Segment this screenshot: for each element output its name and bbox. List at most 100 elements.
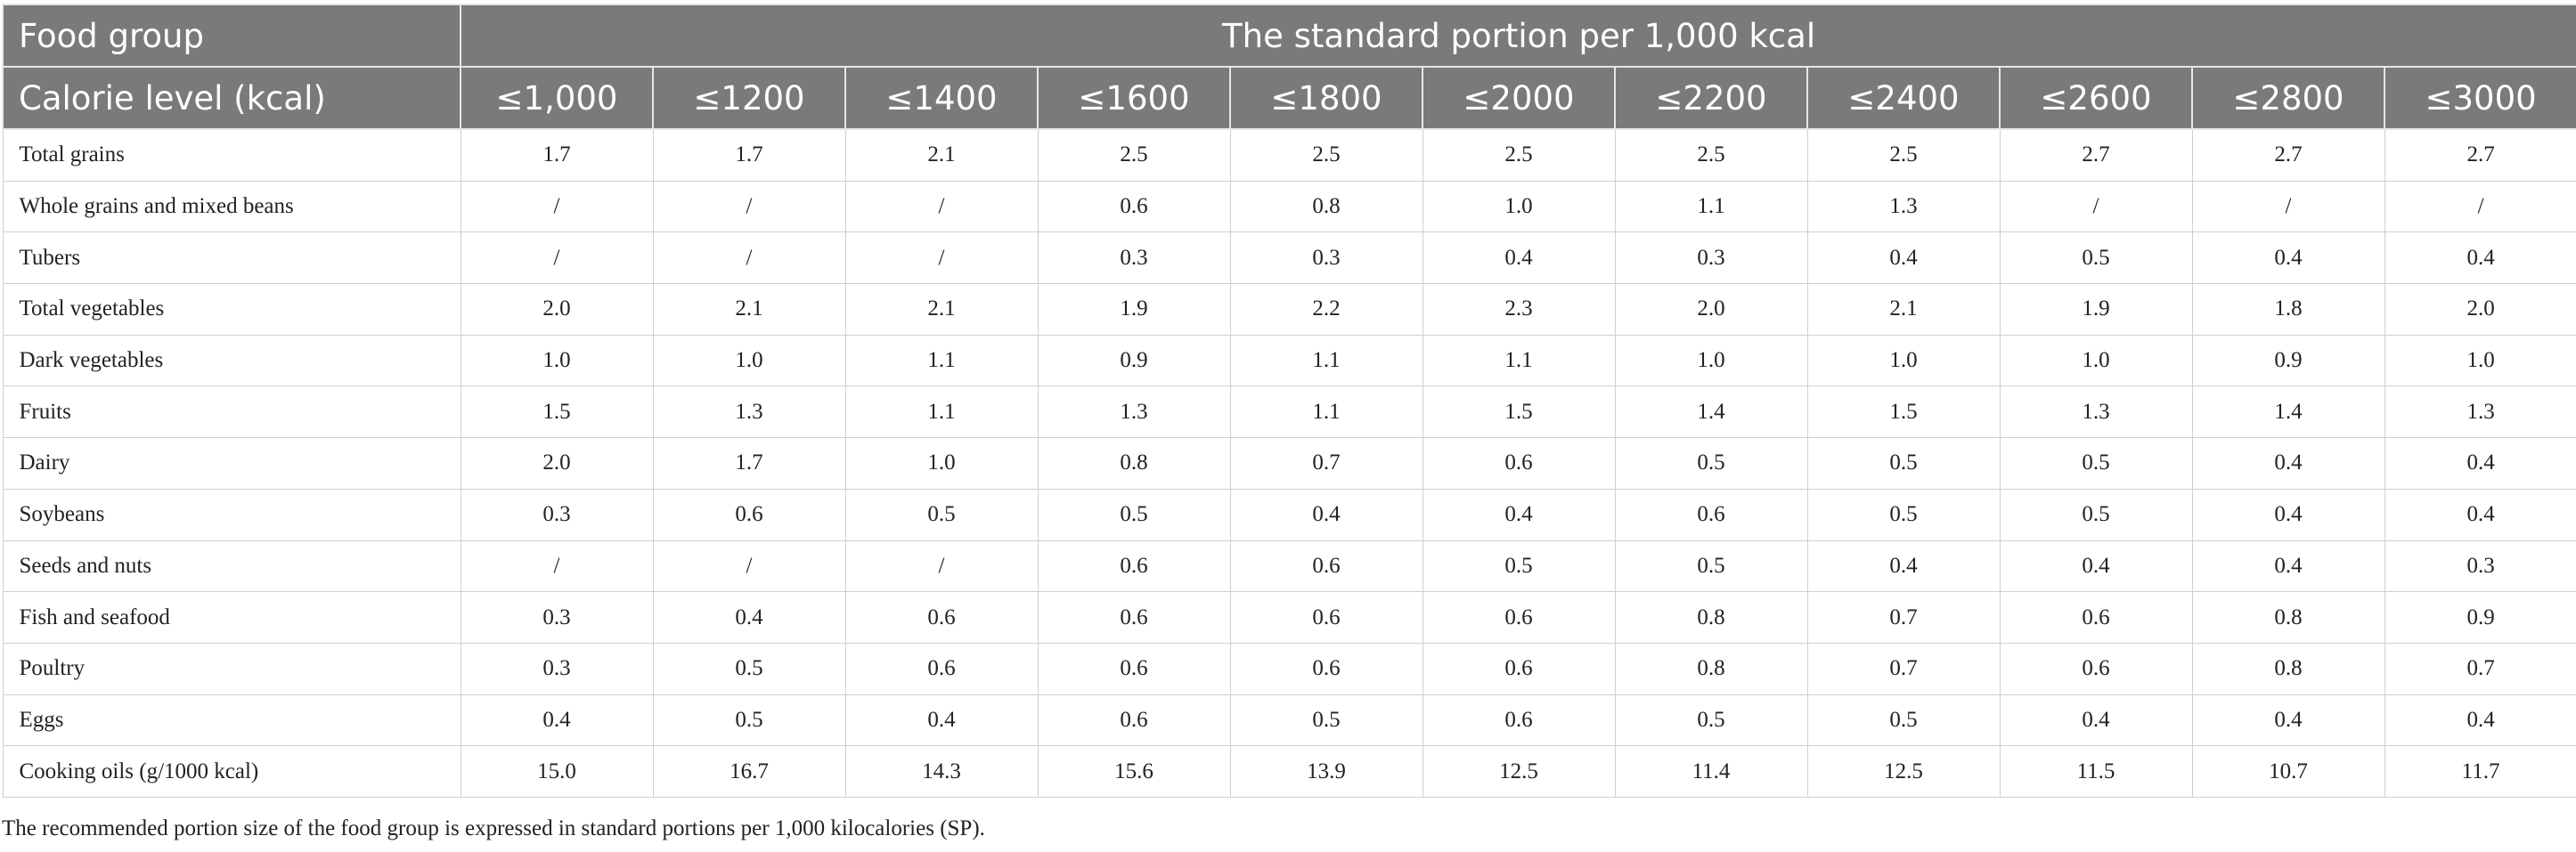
table-cell: 0.4 (1999, 694, 2193, 747)
calorie-level-8: ≤2600 (1999, 66, 2193, 130)
table-cell: 0.3 (1614, 231, 1808, 285)
table-cell: 0.5 (1999, 488, 2193, 541)
table-row: Dark vegetables 1.0 1.0 1.1 0.9 1.1 1.1 1.0 1.0 1… (2, 334, 2576, 387)
table-cell: 2.5 (1037, 128, 1231, 182)
table-cell: / (844, 180, 1039, 233)
table-row: Tubers / //0.3 0.3 0.4 0.3 0.4 0.5 0.4 0.4 (2, 231, 2576, 285)
table-cell: 0.5 (1614, 540, 1808, 593)
row-label: Fish and seafood (2, 591, 461, 644)
table-cell: 0.9 (2191, 334, 2385, 387)
header-row-1: Food group The standard portion per 1,00… (2, 4, 2576, 68)
row-label: Poultry (2, 642, 461, 695)
table-cell: 0.5 (844, 488, 1039, 541)
calorie-level-header: Calorie level (kcal) (2, 66, 461, 130)
table-cell: 1.9 (1999, 283, 2193, 336)
table-cell: 0.6 (1999, 642, 2193, 695)
table-cell: 0.4 (844, 694, 1039, 747)
calorie-level-2: ≤1400 (844, 66, 1039, 130)
table-cell: 1.3 (2384, 385, 2576, 439)
table-cell: 1.3 (1999, 385, 2193, 439)
table-cell: 12.5 (1422, 745, 1616, 798)
table-cell: 11.7 (2384, 745, 2576, 798)
table-cell: 15.6 (1037, 745, 1231, 798)
table-cell: 0.5 (1614, 694, 1808, 747)
table-cell: 0.9 (1037, 334, 1231, 387)
table-cell: 2.0 (460, 437, 654, 490)
table-cell: 0.4 (2384, 694, 2576, 747)
table-cell: / (2384, 180, 2576, 233)
food-group-header: Food group (2, 4, 461, 68)
table-cell: 10.7 (2191, 745, 2385, 798)
table-row: Soybeans 0.3 0.6 0.5 0.5 0.4 0.4 0.6 0.5 0.5 0.4 0.… (2, 488, 2576, 541)
calorie-level-9: ≤2800 (2191, 66, 2385, 130)
table-cell: 11.4 (1614, 745, 1808, 798)
table-footnote: The recommended portion size of the food… (2, 816, 985, 840)
table-cell: 1.3 (1037, 385, 1231, 439)
table-cell: 2.5 (1614, 128, 1808, 182)
calorie-level-6: ≤2200 (1614, 66, 1808, 130)
table-cell: 0.3 (2384, 540, 2576, 593)
table-cell: 0.6 (1229, 591, 1423, 644)
header-row-2: Calorie level (kcal) ≤1,000 ≤1200 ≤1400 ≤16… (2, 66, 2576, 130)
table-cell: 0.6 (1037, 180, 1231, 233)
table-cell: / (844, 231, 1039, 285)
row-label: Dairy (2, 437, 461, 490)
table-cell: 1.0 (460, 334, 654, 387)
table-cell: 1.3 (1806, 180, 2001, 233)
table-cell: / (460, 180, 654, 233)
table-cell: 0.5 (1614, 437, 1808, 490)
table-cell: 15.0 (460, 745, 654, 798)
table-cell: 0.4 (1422, 488, 1616, 541)
table-cell: 0.6 (1037, 642, 1231, 695)
table-row: Fruits 1.5 1.3 1.1 1.3 1.1 1.5 1.4 1.5 1.3 1.4 1.3 (2, 385, 2576, 439)
row-label: Total vegetables (2, 283, 461, 336)
table-cell: 1.1 (1229, 334, 1423, 387)
table-row: Cooking oils (g/1000 kcal) 15.0 16.7 14.3 15… (2, 745, 2576, 798)
table-cell: 0.4 (460, 694, 654, 747)
standard-portion-header: The standard portion per 1,000 kcal (459, 4, 2576, 68)
table-cell: / (652, 540, 846, 593)
table-cell: 0.5 (1999, 437, 2193, 490)
table-cell: 1.4 (1614, 385, 1808, 439)
table-cell: 1.7 (652, 128, 846, 182)
table-cell: 0.6 (1037, 540, 1231, 593)
table-cell: 0.8 (1614, 642, 1808, 695)
table-cell: 0.6 (1037, 591, 1231, 644)
calorie-level-1: ≤1200 (652, 66, 846, 130)
table-cell: 0.3 (460, 642, 654, 695)
table-cell: 0.8 (1614, 591, 1808, 644)
calorie-level-5: ≤2000 (1422, 66, 1616, 130)
table-cell: 2.2 (1229, 283, 1423, 336)
table-body: Total grains 1.7 1.7 2.1 2.5 2.5 2.5 2.5 2.5 2.7 2… (2, 128, 2576, 798)
calorie-level-7: ≤2400 (1806, 66, 2001, 130)
table-cell: 2.1 (652, 283, 846, 336)
table-cell: / (460, 231, 654, 285)
table-cell: 1.8 (2191, 283, 2385, 336)
table-row: Eggs 0.4 0.5 0.4 0.6 0.5 0.6 0.5 0.5 0.4 0.4 0.4 (2, 694, 2576, 747)
table-cell: 1.5 (460, 385, 654, 439)
table-cell: 0.5 (1806, 488, 2001, 541)
table-cell: 0.5 (652, 642, 846, 695)
table-cell: 0.4 (2384, 437, 2576, 490)
table-cell: 0.3 (1037, 231, 1231, 285)
row-label: Seeds and nuts (2, 540, 461, 593)
table-cell: 1.5 (1806, 385, 2001, 439)
table-cell: 13.9 (1229, 745, 1423, 798)
row-label: Soybeans (2, 488, 461, 541)
table-cell: / (844, 540, 1039, 593)
table-cell: 0.8 (2191, 591, 2385, 644)
table-cell: 0.5 (1806, 694, 2001, 747)
table-cell: 1.0 (1422, 180, 1616, 233)
table-cell: / (1999, 180, 2193, 233)
table-cell: 1.7 (460, 128, 654, 182)
table-cell: 0.5 (652, 694, 846, 747)
table-cell: 1.7 (652, 437, 846, 490)
table-cell: 2.1 (1806, 283, 2001, 336)
table-cell: 2.3 (1422, 283, 1616, 336)
table-row: Poultry 0.3 0.5 0.6 0.6 0.6 0.6 0.8 0.7 0.6 0.8 0.7 (2, 642, 2576, 695)
portion-table: Food group The standard portion per 1,00… (2, 4, 2576, 798)
table-cell: 0.5 (1806, 437, 2001, 490)
row-label: Tubers (2, 231, 461, 285)
row-label: Total grains (2, 128, 461, 182)
table-cell: 1.1 (844, 334, 1039, 387)
